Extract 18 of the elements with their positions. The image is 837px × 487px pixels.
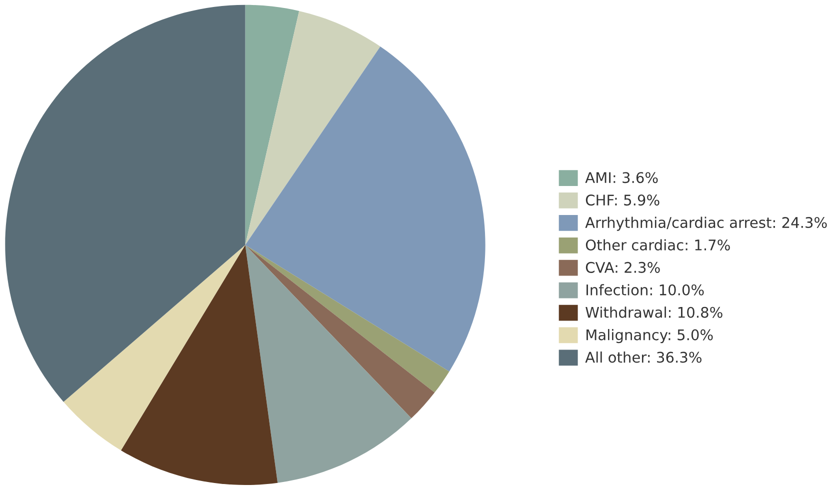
legend-label: All other: 36.3% [585, 351, 702, 363]
pie-slice [245, 244, 450, 393]
pie-slice [245, 11, 380, 245]
pie-slice [245, 46, 486, 372]
legend-label: Malignancy: 5.0% [586, 329, 713, 344]
legend-label: CHF: 5.9% [586, 194, 660, 206]
pie-slice [245, 4, 300, 245]
legend-label: CVA: 2.3% [586, 262, 660, 273]
legend-label: Arrhythmia/cardiac arrest: 24.3% [585, 216, 827, 231]
pie-slice [245, 244, 412, 483]
pie-slice [5, 4, 246, 402]
legend-label: Other cardiac: 1.7% [586, 239, 730, 250]
pie-slice [245, 244, 435, 418]
legend-label: Withdrawal: 10.8% [586, 306, 722, 318]
legend-label: Infection: 10.0% [586, 284, 704, 296]
pie-slice [120, 244, 278, 486]
legend-label: AMI: 3.6% [585, 172, 658, 184]
pie-slice [64, 244, 246, 450]
